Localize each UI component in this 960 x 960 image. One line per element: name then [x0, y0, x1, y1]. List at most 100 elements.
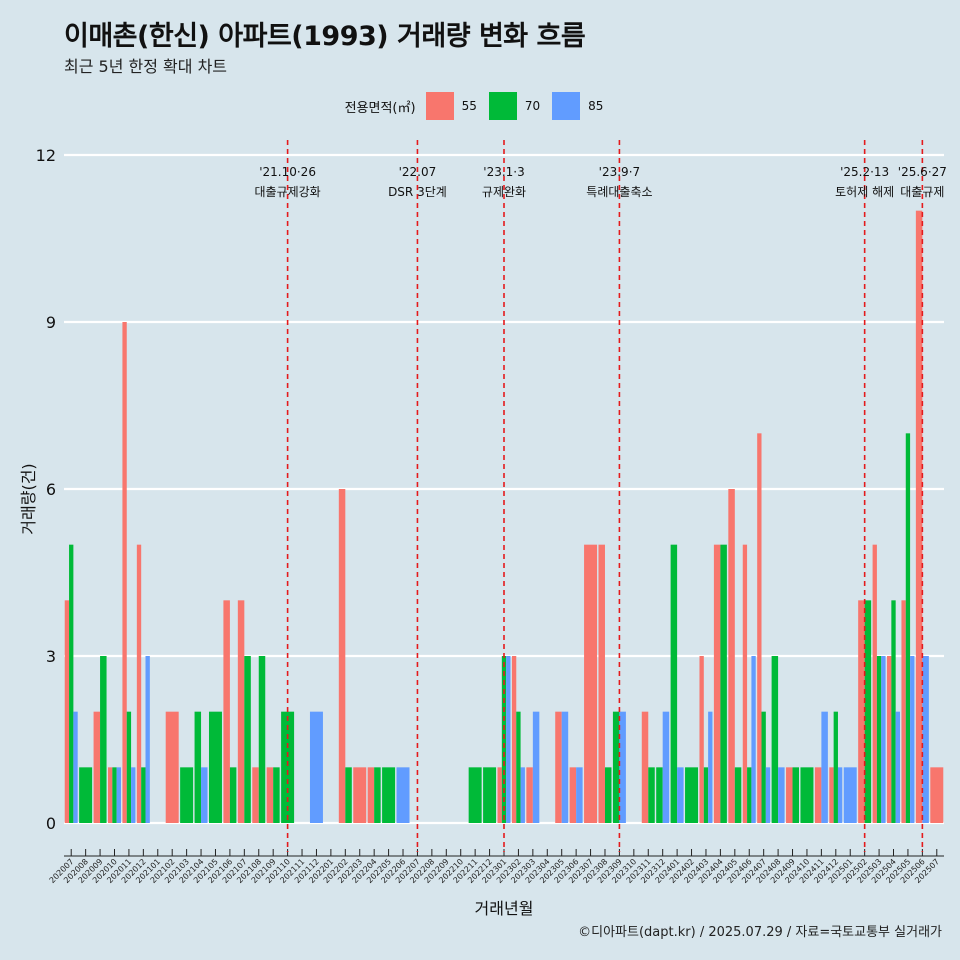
y-tick-label-12: 12	[36, 146, 56, 165]
chart-subtitle: 최근 5년 한정 확대 차트	[64, 57, 228, 76]
bar-202401-85	[677, 767, 684, 823]
bar-202301-85	[506, 656, 511, 823]
bar-202012-55	[136, 544, 142, 823]
bar-202110-70	[281, 711, 295, 823]
bar-202507-55	[930, 767, 944, 823]
bar-202407-70	[761, 711, 766, 823]
bar-202408-85	[778, 767, 785, 823]
bar-202205-70	[382, 767, 396, 823]
bar-202406-70	[747, 767, 752, 823]
bar-202506-85	[922, 656, 929, 823]
bar-202403-70	[703, 767, 709, 823]
bar-202302-85	[520, 767, 525, 823]
bar-202308-70	[604, 767, 612, 823]
legend-item-85: 85	[552, 92, 603, 120]
bar-202012-70	[141, 767, 146, 823]
bar-202407-85	[765, 767, 771, 823]
bar-202009-55	[93, 711, 101, 823]
bar-202409-70	[792, 767, 800, 823]
bar-202109-70	[273, 767, 280, 823]
bar-202306-85	[576, 767, 583, 823]
bar-202303-85	[532, 711, 540, 823]
bar-202403-55	[699, 656, 704, 823]
bar-202211-70	[468, 767, 482, 823]
y-tick-label-9: 9	[46, 313, 56, 332]
bar-202202-55	[338, 489, 346, 823]
bar-202007-70	[69, 544, 74, 823]
bar-202105-70	[208, 711, 222, 823]
bar-202409-55	[786, 767, 793, 823]
bar-202109-55	[266, 767, 274, 823]
bar-202104-85	[201, 767, 208, 823]
bar-202405-55	[728, 489, 735, 823]
event-label-202301: 규제완화	[482, 185, 526, 199]
y-tick-label-0: 0	[46, 814, 56, 833]
bar-202301-55	[497, 767, 502, 823]
bar-202010-70	[112, 767, 117, 823]
bar-202301-70	[501, 656, 507, 823]
bar-202401-70	[670, 544, 678, 823]
y-tick-label-6: 6	[46, 480, 56, 499]
bar-202412-55	[829, 767, 834, 823]
bar-202405-70	[734, 767, 742, 823]
event-label-202502: 토허제 해제	[835, 185, 894, 199]
legend-item-55: 55	[425, 92, 477, 120]
bar-202302-70	[516, 711, 521, 823]
source-caption: ©디아파트(dapt.kr) / 2025.07.29 / 자료=국토교통부 실…	[578, 925, 942, 940]
event-label-202207: DSR 3단계	[388, 185, 447, 199]
chart-title: 이매촌(한신) 아파트(1993) 거래량 변화 흐름	[64, 21, 586, 52]
bar-202408-70	[771, 656, 779, 823]
event-date-202502: '25.2·13	[840, 165, 889, 179]
bar-202506-55	[915, 210, 923, 823]
bar-202402-70	[685, 767, 699, 823]
bar-202009-70	[100, 656, 107, 823]
bar-202411-85	[821, 711, 828, 823]
legend-swatch-85	[552, 92, 581, 120]
legend: 전용면적(㎡) 55 70 85	[0, 92, 960, 120]
bar-202303-55	[526, 767, 533, 823]
legend-swatch-70	[488, 92, 517, 120]
bar-202010-85	[116, 767, 121, 823]
bar-202502-70	[864, 600, 872, 823]
bar-202406-55	[742, 544, 748, 823]
bar-202204-55	[367, 767, 375, 823]
bar-202412-85	[837, 767, 843, 823]
bar-202311-70	[648, 767, 655, 823]
event-date-202301: '23.1·3	[483, 165, 524, 179]
bar-202505-85	[910, 656, 915, 823]
event-date-202309: '23.9·7	[599, 165, 640, 179]
event-date-202207: '22.07	[399, 165, 437, 179]
bar-202007-85	[73, 711, 78, 823]
bar-202102-55	[165, 711, 179, 823]
bar-202108-70	[258, 656, 266, 823]
legend-label-85: 85	[588, 99, 604, 113]
legend-title: 전용면적(㎡)	[344, 100, 416, 116]
bar-202202-70	[345, 767, 352, 823]
bar-202306-55	[569, 767, 577, 823]
bar-202311-55	[641, 711, 649, 823]
bar-202309-85	[619, 711, 626, 823]
event-date-202506: '25.6·27	[898, 165, 947, 179]
bar-202307-55	[584, 544, 598, 823]
bar-202505-55	[901, 600, 906, 823]
bar-202106-55	[223, 600, 230, 823]
bar-202407-55	[757, 433, 762, 823]
bar-202410-70	[800, 767, 814, 823]
bar-202012-85	[145, 656, 150, 823]
bar-202103-70	[180, 767, 194, 823]
legend-label-70: 70	[524, 99, 541, 113]
event-label-202309: 특례대출축소	[586, 185, 652, 199]
event-label-202506: 대출규제	[900, 185, 944, 199]
bar-202008-70	[79, 767, 93, 823]
bar-202411-55	[814, 767, 822, 823]
bar-202007-55	[64, 600, 70, 823]
y-tick-label-3: 3	[46, 647, 56, 666]
legend-item-70: 70	[488, 92, 541, 120]
bar-202503-55	[872, 544, 877, 823]
bar-202305-85	[561, 711, 569, 823]
bar-202108-55	[252, 767, 259, 823]
bar-202106-70	[229, 767, 237, 823]
event-date-202110: '21.10·26	[259, 165, 316, 179]
event-label-202110: 대출규제강화	[254, 185, 320, 199]
